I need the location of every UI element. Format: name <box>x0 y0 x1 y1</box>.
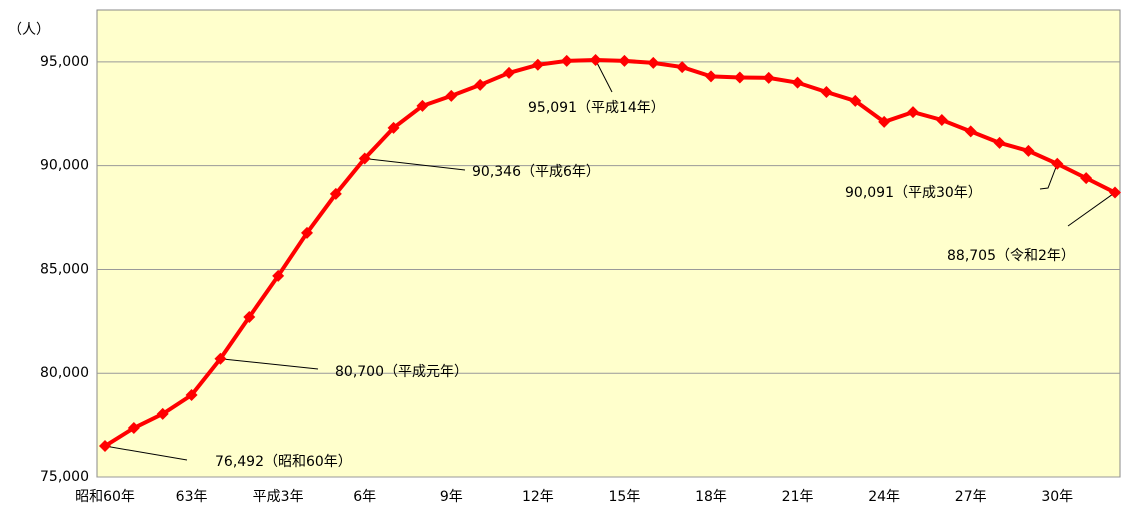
point-marker <box>445 89 458 102</box>
point-marker <box>705 70 717 83</box>
point-marker <box>618 54 631 67</box>
y-tick-label: 80,000 <box>40 365 89 381</box>
point-marker <box>964 125 977 138</box>
annotation: 88,705（令和2年） <box>947 248 1075 264</box>
plot-area <box>96 9 1121 478</box>
y-axis-label: （人） <box>8 22 50 38</box>
point-marker <box>935 114 948 127</box>
point-marker <box>214 352 227 365</box>
y-tick-label: 90,000 <box>40 158 89 174</box>
point-marker <box>907 106 919 119</box>
point-marker <box>503 66 515 79</box>
point-marker <box>301 226 313 239</box>
point-marker <box>531 58 544 71</box>
point-marker <box>993 136 1006 149</box>
leader-line <box>1067 192 1116 227</box>
point-marker <box>358 152 371 165</box>
point-marker <box>156 407 169 420</box>
x-tick-label: 63年 <box>176 489 208 505</box>
series-line <box>103 57 1116 448</box>
point-marker <box>127 422 140 435</box>
point-marker <box>1109 186 1121 199</box>
point-marker <box>185 389 198 402</box>
point-marker <box>676 61 689 74</box>
annotation: 90,091（平成30年） <box>845 185 982 201</box>
leader-line <box>1039 163 1058 190</box>
y-tick-label: 75,000 <box>40 469 89 485</box>
point-marker <box>329 187 342 200</box>
leader-line <box>364 157 466 171</box>
annotation: 76,492（昭和60年） <box>215 454 352 470</box>
point-marker <box>762 71 775 84</box>
point-marker <box>849 94 862 107</box>
x-tick-label: 30年 <box>1041 489 1073 505</box>
y-tick-label: 95,000 <box>40 54 89 70</box>
point-marker <box>791 76 804 89</box>
x-tick-label: 27年 <box>955 489 987 505</box>
point-marker <box>560 54 573 67</box>
x-tick-label: 6年 <box>353 489 376 505</box>
point-marker <box>387 121 400 134</box>
annotation: 80,700（平成元年） <box>335 364 468 380</box>
point-marker <box>1022 144 1035 157</box>
x-tick-label: 15年 <box>609 489 641 505</box>
x-tick-label: 12年 <box>522 489 554 505</box>
x-tick-label: 昭和60年 <box>75 489 135 505</box>
x-tick-label: 平成3年 <box>253 489 304 505</box>
x-tick-label: 18年 <box>695 489 727 505</box>
point-marker <box>589 54 602 67</box>
leader-line <box>104 445 188 461</box>
point-marker <box>820 85 833 98</box>
leader-line <box>220 358 319 370</box>
point-marker <box>474 78 487 91</box>
x-tick-label: 21年 <box>782 489 814 505</box>
point-marker <box>243 310 256 323</box>
point-marker <box>647 56 660 69</box>
point-marker <box>733 71 746 84</box>
x-tick-label: 9年 <box>440 489 463 505</box>
point-marker <box>416 99 429 112</box>
leader-line <box>595 59 613 93</box>
x-tick-label: 24年 <box>868 489 900 505</box>
point-marker <box>99 440 111 453</box>
point-marker <box>878 115 891 128</box>
point-marker <box>1051 157 1064 170</box>
y-tick-label: 85,000 <box>40 261 89 277</box>
point-marker <box>272 269 285 282</box>
annotation: 90,346（平成6年） <box>472 164 600 180</box>
point-marker <box>1080 172 1093 185</box>
annotation: 95,091（平成14年） <box>528 100 665 116</box>
